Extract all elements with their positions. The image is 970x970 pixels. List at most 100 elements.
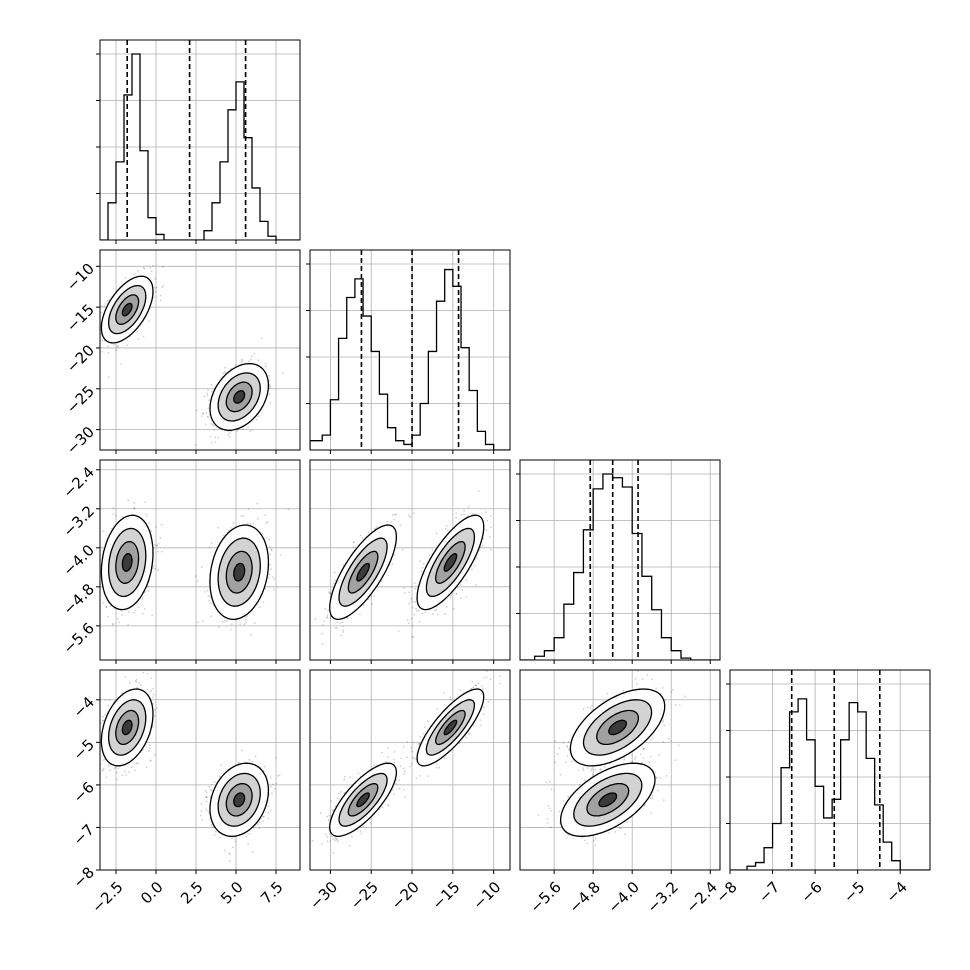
- sample-point: [232, 522, 235, 524]
- sample-point: [410, 617, 413, 620]
- sample-point: [130, 766, 133, 768]
- sample-point: [465, 579, 468, 581]
- sample-point: [127, 499, 130, 502]
- panel-content: [520, 460, 720, 660]
- panel-1-0: −30−25−20−15−10: [63, 249, 301, 458]
- panel-2-0: −5.6−4.8−4.0−3.2−2.4: [60, 459, 301, 664]
- sample-point: [268, 573, 271, 576]
- sample-point: [139, 683, 142, 686]
- sample-point: [268, 374, 271, 377]
- sample-point: [105, 776, 108, 779]
- sample-point: [341, 621, 344, 624]
- sample-point: [161, 286, 164, 289]
- sample-point: [268, 387, 271, 390]
- sample-point: [107, 376, 110, 378]
- sample-point: [196, 580, 199, 582]
- sample-point: [115, 778, 118, 781]
- sample-point: [268, 545, 271, 548]
- sample-point: [154, 708, 157, 711]
- sample-point: [265, 536, 268, 539]
- sample-point: [370, 595, 373, 598]
- sample-point: [268, 576, 270, 579]
- sample-point: [116, 345, 119, 348]
- sample-point: [133, 501, 136, 504]
- sample-point: [148, 522, 151, 525]
- sample-point: [206, 415, 209, 418]
- panel-content: [100, 460, 300, 660]
- sample-point: [321, 632, 323, 635]
- sample-point: [333, 582, 335, 584]
- sample-point: [266, 520, 269, 523]
- sample-point: [475, 584, 477, 586]
- sample-point: [255, 418, 258, 421]
- sample-point: [147, 585, 149, 588]
- sample-point: [223, 371, 226, 373]
- sample-point: [336, 621, 339, 624]
- sample-point: [463, 513, 465, 516]
- sample-point: [154, 287, 156, 289]
- panel-frame: [99, 39, 301, 241]
- sample-point: [395, 513, 397, 516]
- sample-point: [150, 530, 153, 533]
- sample-point: [209, 422, 212, 425]
- sample-point: [106, 345, 109, 348]
- sample-point: [148, 320, 150, 323]
- sample-point: [489, 526, 492, 529]
- sample-point: [227, 434, 230, 436]
- panel-2-1: [309, 459, 511, 664]
- sample-point: [98, 315, 100, 317]
- sample-point: [95, 316, 97, 318]
- sample-point: [202, 413, 205, 416]
- sample-point: [328, 591, 330, 594]
- sample-point: [244, 616, 247, 619]
- sample-point: [104, 303, 107, 305]
- sample-point: [153, 544, 156, 546]
- sample-point: [414, 601, 416, 604]
- sample-point: [412, 636, 415, 639]
- sample-point: [206, 394, 209, 397]
- sample-point: [157, 550, 159, 553]
- sample-point: [417, 609, 420, 612]
- sample-point: [134, 680, 137, 682]
- sample-point: [326, 614, 329, 617]
- sample-point: [218, 626, 220, 628]
- sample-point: [133, 273, 136, 276]
- sample-point: [421, 612, 424, 615]
- sample-point: [409, 515, 412, 518]
- sample-point: [210, 602, 212, 604]
- sample-point: [121, 692, 123, 694]
- sample-point: [229, 628, 232, 631]
- sample-point: [342, 631, 344, 633]
- sample-point: [246, 615, 249, 617]
- sample-point: [257, 415, 260, 418]
- sample-point: [210, 441, 213, 444]
- sample-point: [135, 681, 138, 683]
- sample-point: [251, 355, 253, 358]
- sample-point: [102, 759, 105, 761]
- sample-point: [321, 643, 324, 645]
- sample-point: [221, 621, 224, 623]
- sample-point: [373, 595, 376, 598]
- sample-point: [207, 416, 210, 419]
- sample-point: [202, 412, 204, 415]
- sample-point: [416, 609, 418, 612]
- sample-point: [408, 591, 411, 594]
- sample-point: [104, 713, 106, 716]
- sample-point: [240, 361, 243, 364]
- sample-point: [137, 606, 140, 608]
- sample-point: [240, 515, 243, 518]
- sample-point: [413, 613, 416, 616]
- sample-point: [152, 696, 154, 699]
- sample-point: [147, 589, 150, 592]
- sample-point: [117, 345, 120, 347]
- panel-frame: [99, 249, 301, 451]
- sample-point: [107, 352, 110, 354]
- sample-point: [431, 549, 434, 552]
- sample-point: [115, 514, 117, 517]
- sample-point: [419, 560, 421, 562]
- sample-point: [362, 604, 365, 607]
- sample-point: [112, 507, 115, 510]
- sample-point: [445, 524, 448, 527]
- y-tick-label: −30: [63, 423, 98, 458]
- sample-point: [217, 526, 219, 529]
